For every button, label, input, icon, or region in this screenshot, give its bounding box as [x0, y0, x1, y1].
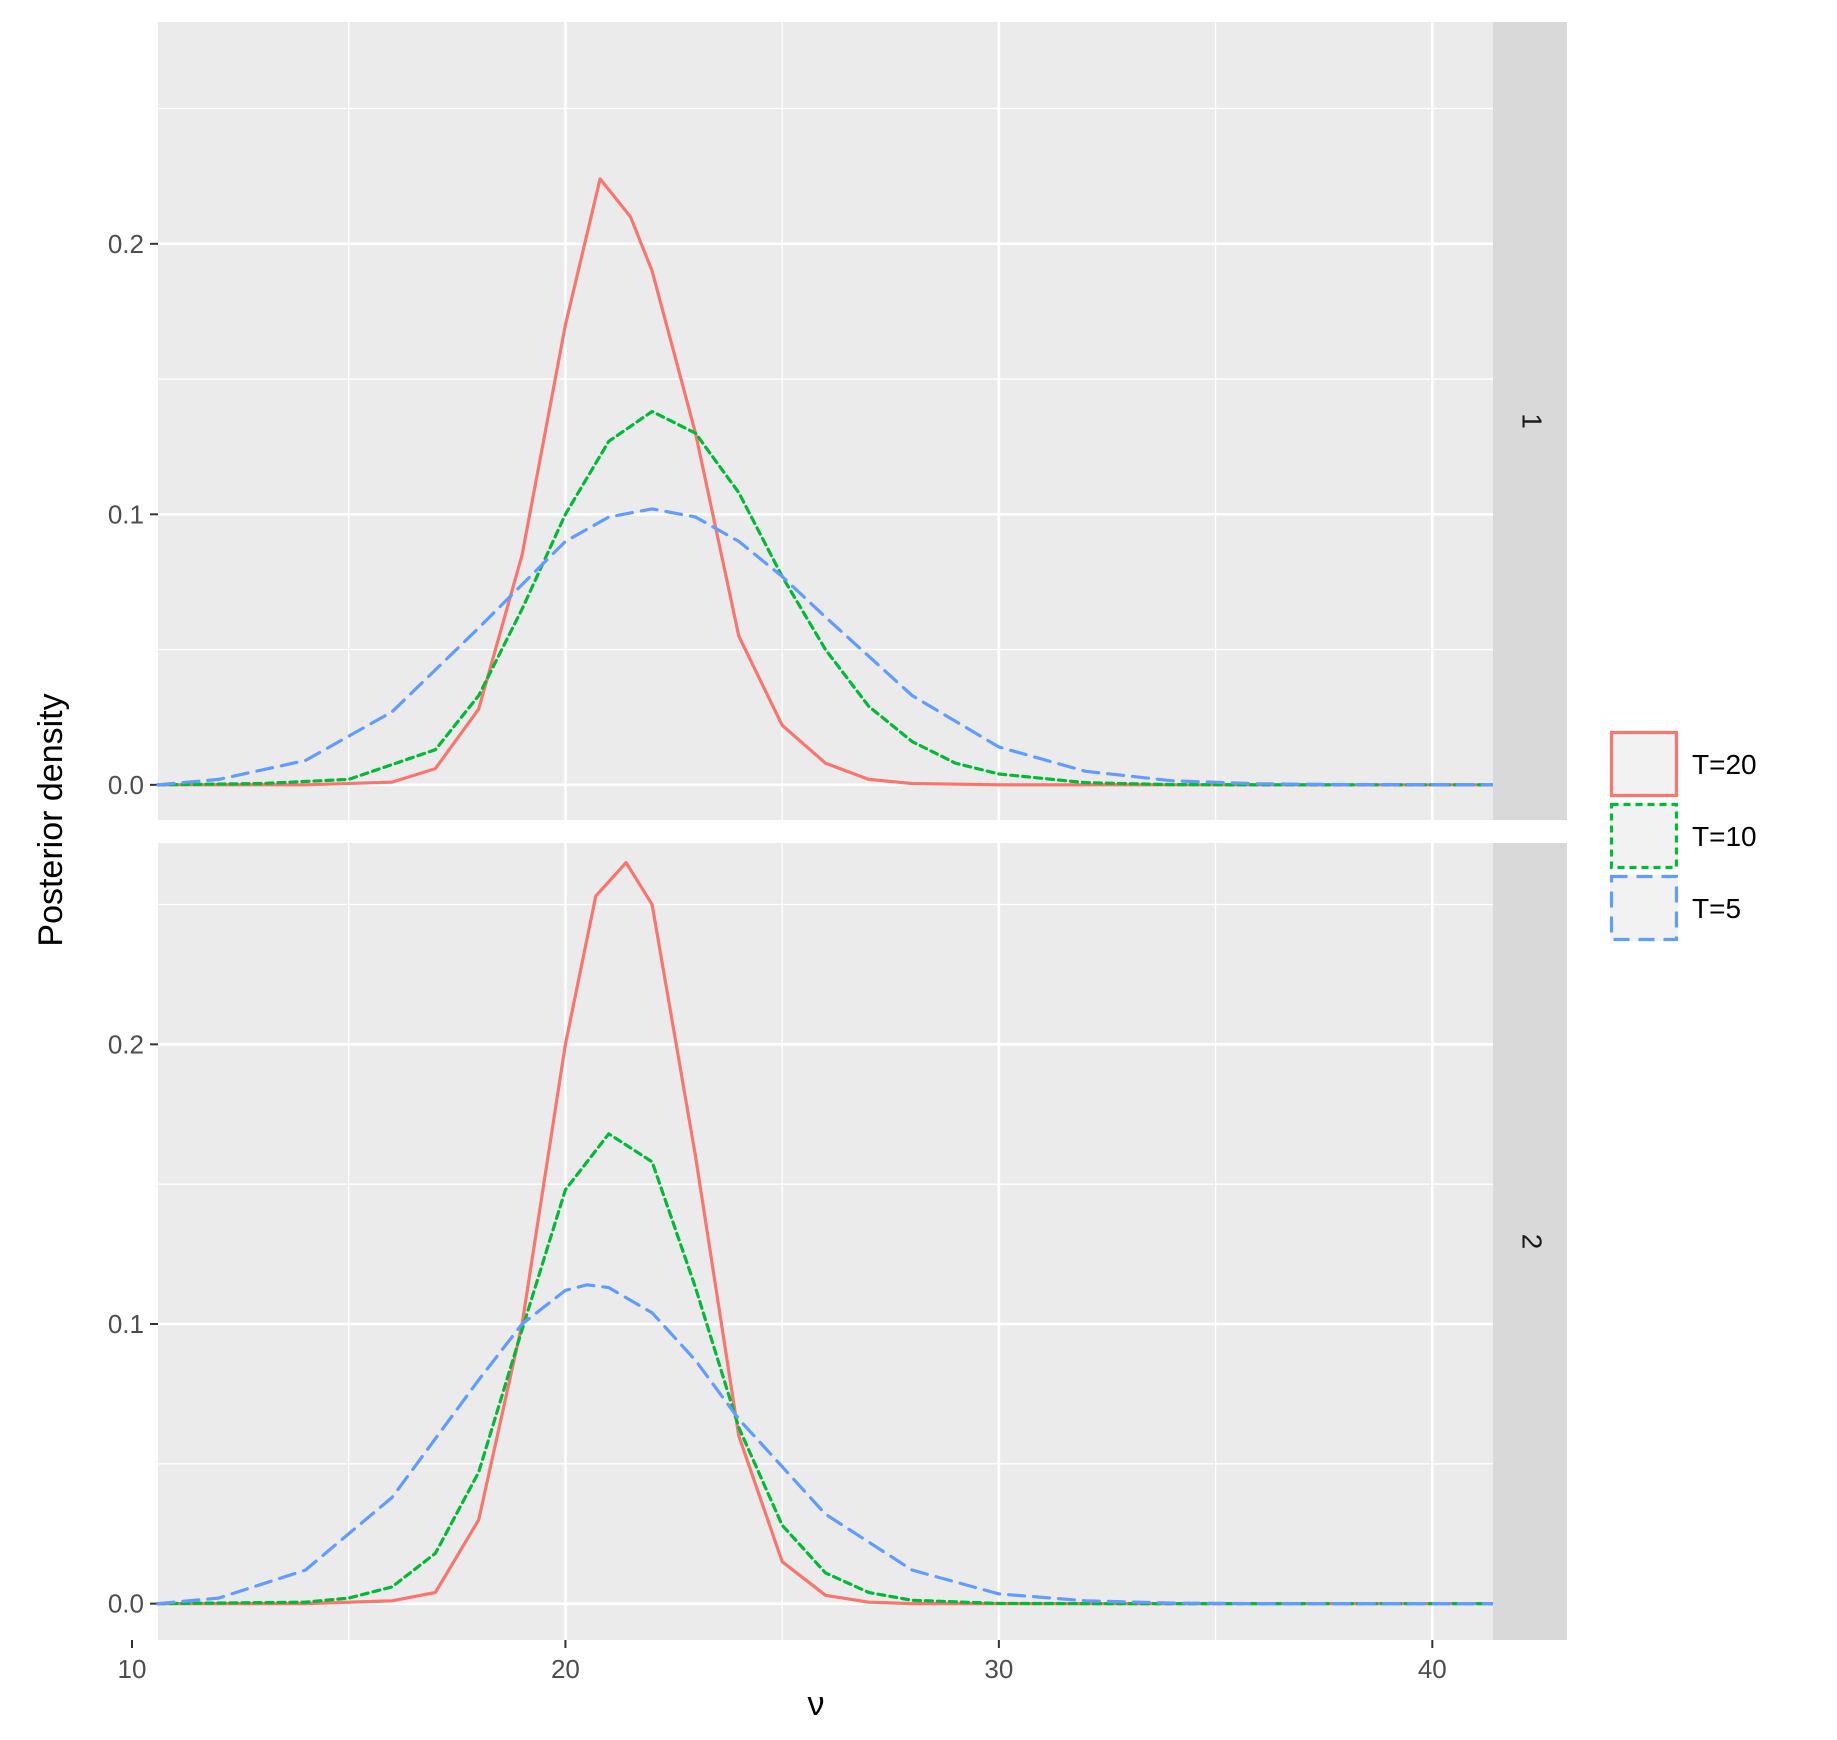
facet-strip-label: 2 [1517, 1234, 1548, 1250]
y-tick-label: 0.1 [108, 499, 144, 529]
legend-label: T=20 [1692, 749, 1757, 780]
y-tick-label: 0.0 [108, 770, 144, 800]
facet-strip-label: 1 [1517, 413, 1548, 429]
facet-strip [1493, 22, 1567, 820]
legend-key-T=10 [1609, 802, 1679, 870]
y-tick-label: 0.2 [108, 229, 144, 259]
legend-key-background [1610, 803, 1678, 869]
x-axis: 10 20 30 40 [118, 1640, 1447, 1684]
legend-label: T=10 [1692, 821, 1757, 852]
series-line-T=5 [156, 1283, 1495, 1606]
x-axis-title: ν [808, 1685, 825, 1723]
panel-background [158, 22, 1493, 820]
x-tick-label: 30 [984, 1654, 1013, 1684]
series-line-T=10 [156, 409, 1495, 787]
facet-strip [1493, 843, 1567, 1640]
legend: T=20 T=10 T=5 [1609, 730, 1757, 942]
x-tick-label: 40 [1418, 1654, 1447, 1684]
legend-key-T=5 [1609, 874, 1679, 942]
legend-key-T=20 [1609, 730, 1679, 798]
legend-key-background [1610, 875, 1678, 941]
y-tick-label: 0.1 [108, 1309, 144, 1339]
panel-2: 0.0 0.1 0.2 2 [108, 843, 1567, 1640]
y-tick-label: 0.2 [108, 1029, 144, 1059]
y-axis-title: Posterior density [32, 693, 70, 946]
series-line-T=10 [156, 1132, 1495, 1606]
panel-background [158, 843, 1493, 1640]
legend-label: T=5 [1692, 893, 1741, 924]
x-tick-label: 20 [551, 1654, 580, 1684]
series-line-T=20 [156, 861, 1495, 1606]
series-line-T=5 [156, 507, 1495, 787]
x-tick-label: 10 [118, 1654, 147, 1684]
legend-key-background [1610, 731, 1678, 797]
y-tick-label: 0.0 [108, 1589, 144, 1619]
facet-panels: 0.0 0.1 0.2 1 0.0 0.1 0.2 2 [108, 22, 1567, 1640]
series-line-T=20 [156, 177, 1495, 787]
panel-1: 0.0 0.1 0.2 1 [108, 22, 1567, 820]
